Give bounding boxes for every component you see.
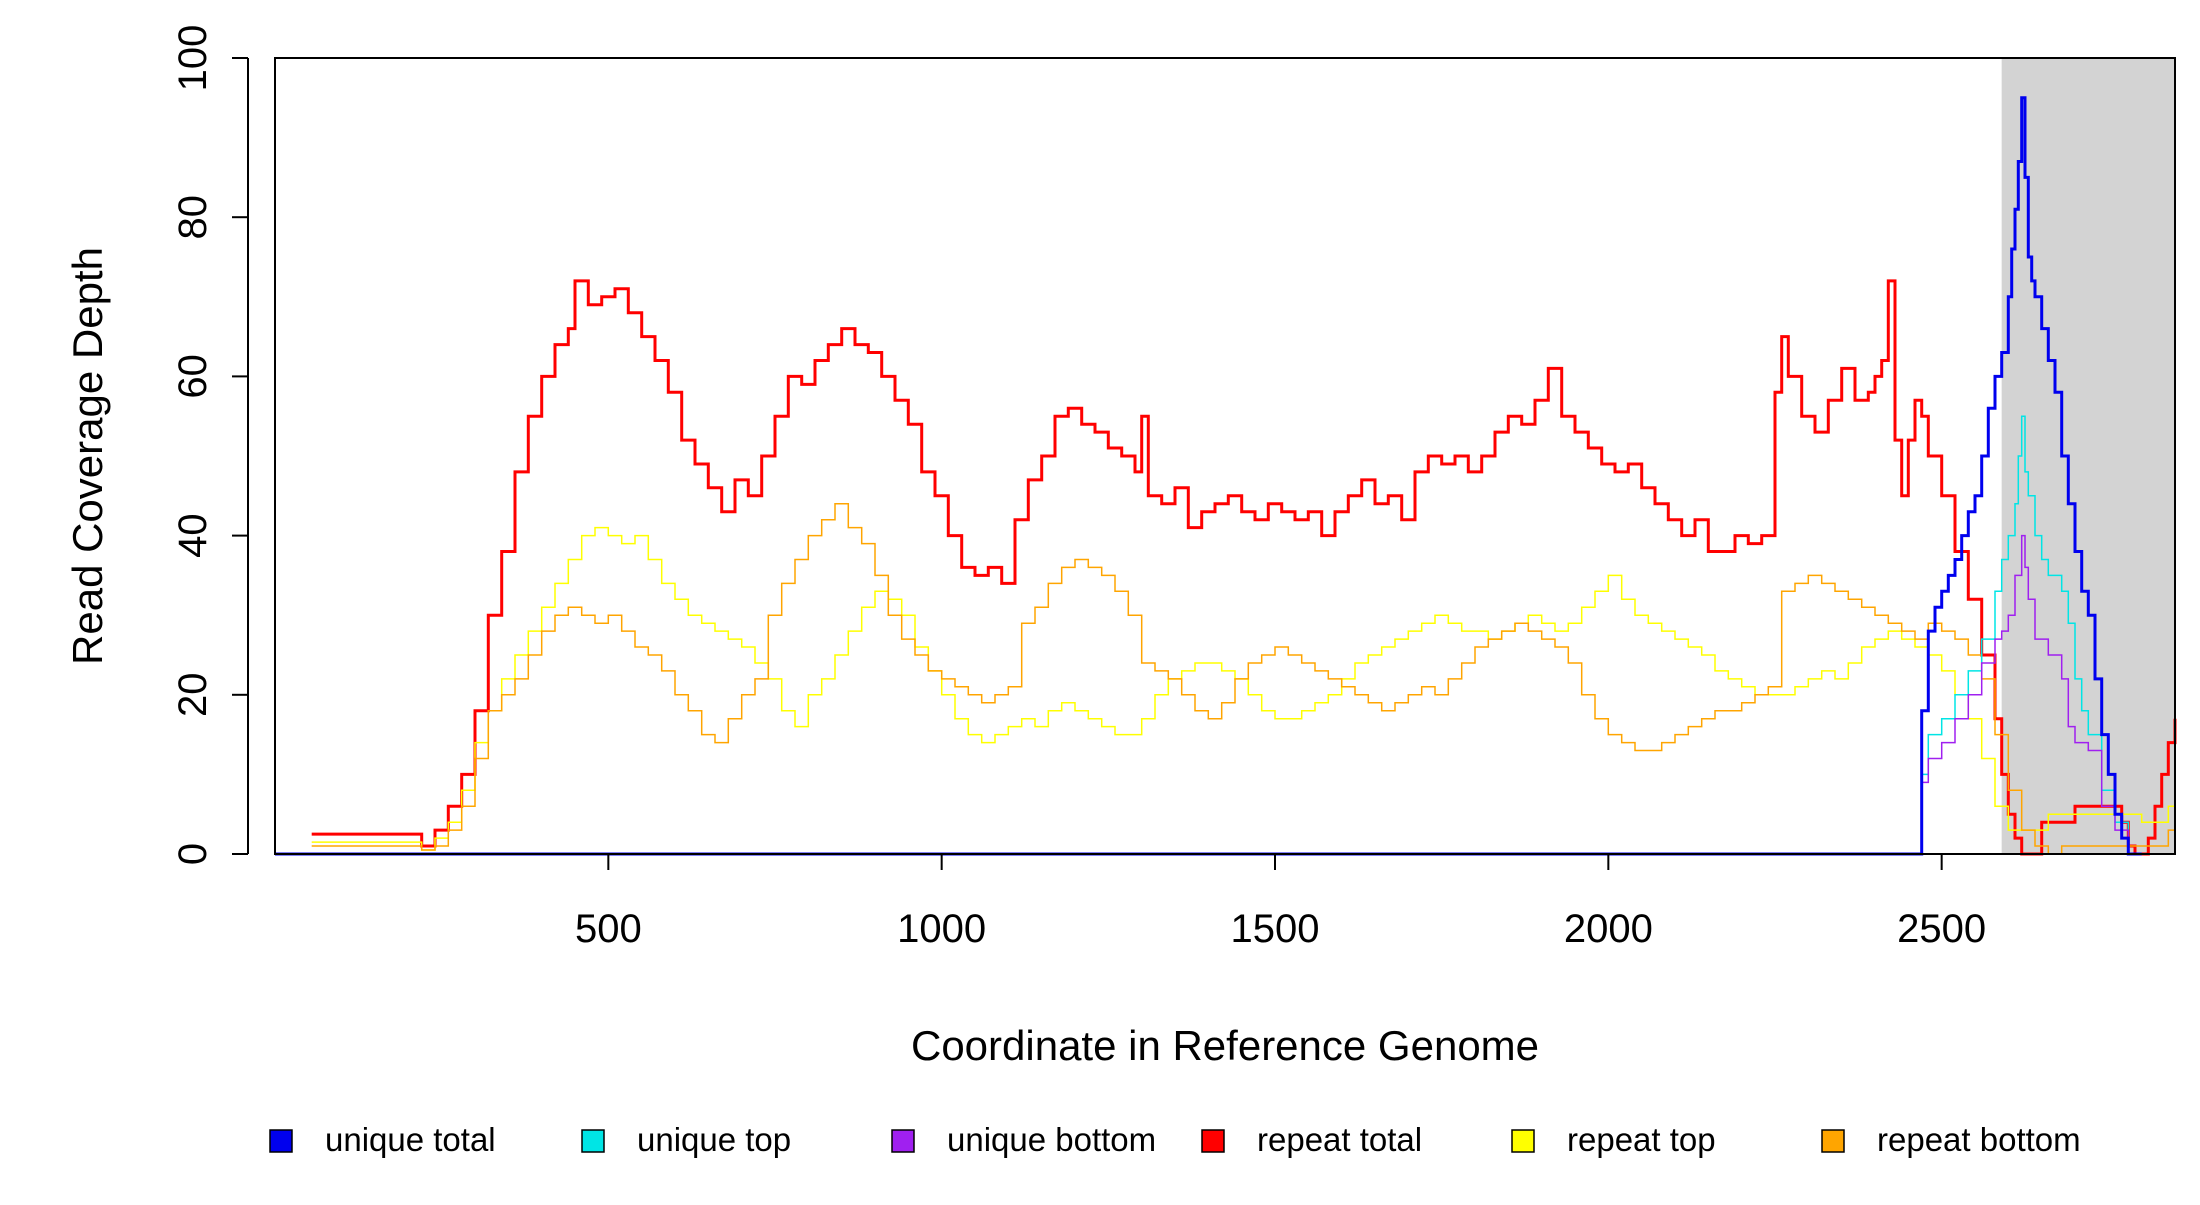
x-tick-label: 1000 <box>897 907 986 951</box>
legend-label: unique bottom <box>947 1121 1156 1158</box>
legend-label: unique top <box>637 1121 791 1158</box>
legend-label: repeat total <box>1257 1121 1422 1158</box>
series-line-unique-bottom <box>275 534 2142 855</box>
legend-swatch <box>1821 1129 1845 1153</box>
legend-swatch <box>891 1129 915 1153</box>
series-line-repeat-bottom <box>311 503 2176 855</box>
y-tick-label: 20 <box>171 673 215 718</box>
series-line-repeat-top <box>311 526 2176 851</box>
x-tick-label: 500 <box>575 907 642 951</box>
legend-label: repeat top <box>1567 1121 1716 1158</box>
x-axis: 500 1000 1500 2000 2500 <box>575 854 1986 951</box>
series-line-unique-total <box>275 96 2142 856</box>
y-tick-label: 40 <box>171 513 215 558</box>
y-tick-label: 100 <box>171 25 215 92</box>
legend-swatch <box>581 1129 605 1153</box>
x-tick-label: 2000 <box>1564 907 1653 951</box>
y-axis-label: Read Coverage Depth <box>64 247 111 665</box>
x-axis-label: Coordinate in Reference Genome <box>911 1022 1539 1069</box>
legend-label: unique total <box>325 1121 496 1158</box>
legend-label: repeat bottom <box>1877 1121 2081 1158</box>
legend-swatch <box>1201 1129 1225 1153</box>
series-line-repeat-total <box>311 279 2177 856</box>
y-tick-label: 60 <box>171 354 215 399</box>
x-tick-label: 2500 <box>1897 907 1986 951</box>
legend: unique total unique top unique bottom repea… <box>269 1121 2081 1158</box>
plot-frame <box>274 57 2176 855</box>
legend-swatch <box>1511 1129 1535 1153</box>
y-tick-label: 80 <box>171 195 215 240</box>
series-lines <box>275 96 2177 856</box>
x-tick-label: 1500 <box>1231 907 1320 951</box>
y-tick-label: 0 <box>171 843 215 865</box>
y-axis: 0 20 40 60 80 100 <box>171 25 249 865</box>
series-line-unique-top <box>275 415 2142 855</box>
legend-swatch <box>269 1129 293 1153</box>
